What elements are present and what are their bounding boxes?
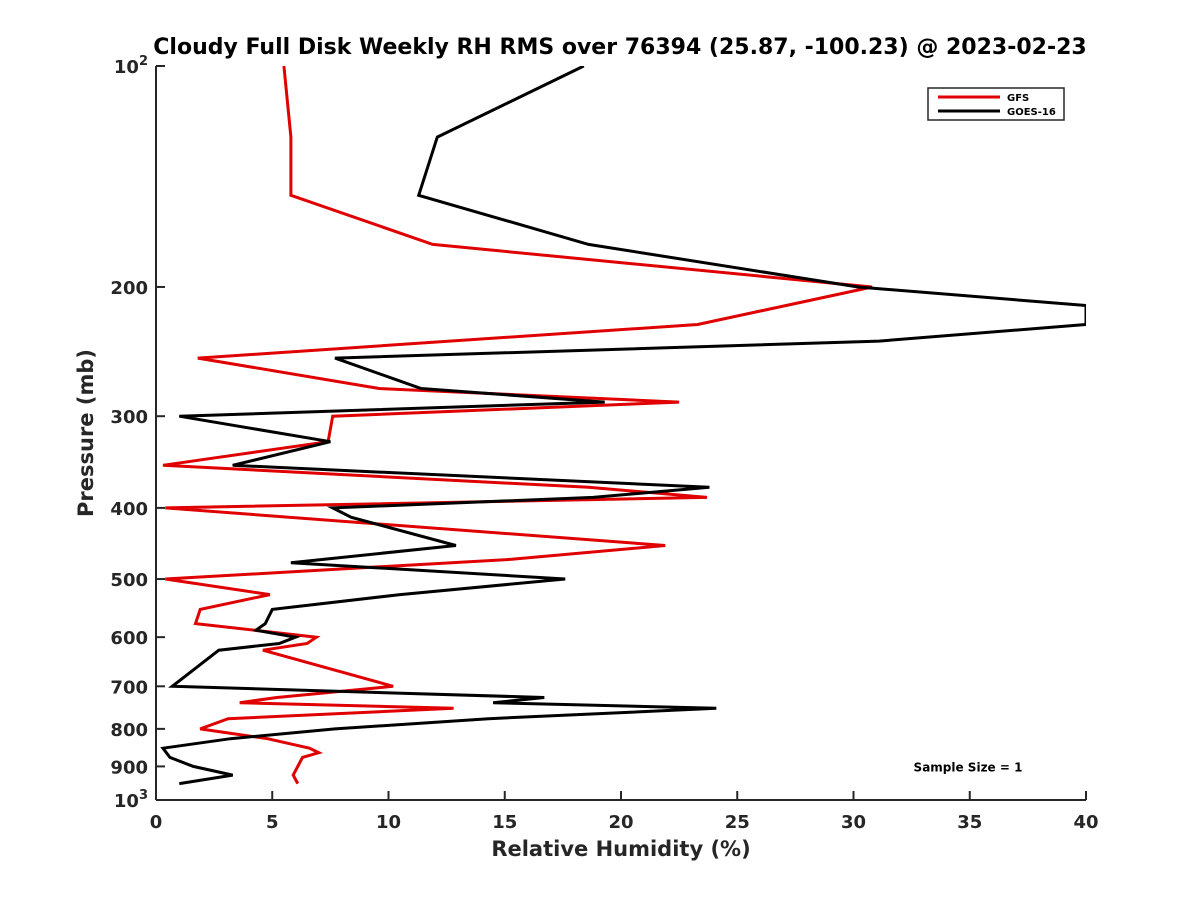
y-tick-label: 300 — [110, 407, 148, 428]
y-tick-exponent: 3 — [139, 788, 148, 803]
y-tick-label: 600 — [110, 628, 148, 649]
y-tick-label: 102 — [114, 54, 148, 78]
series-line-gfs — [162, 66, 873, 785]
series-line-goes-16 — [160, 66, 1086, 786]
chart-title: Cloudy Full Disk Weekly RH RMS over 7639… — [153, 35, 1086, 60]
sample-size-annotation: Sample Size = 1 — [914, 760, 1023, 774]
legend: GFS GOES-16 — [927, 87, 1065, 121]
y-tick-label: 500 — [110, 570, 148, 591]
y-tick-label: 900 — [110, 757, 148, 778]
y-tick-label: 200 — [110, 278, 148, 299]
y-tick-base: 10 — [114, 57, 139, 78]
legend-entry-label: GFS — [1007, 93, 1029, 104]
y-tick-label: 400 — [110, 499, 148, 520]
y-tick-label: 103 — [114, 788, 148, 812]
legend-entry-label: GOES-16 — [1007, 107, 1056, 118]
x-tick-label: 35 — [957, 812, 982, 833]
x-tick-label: 10 — [376, 812, 401, 833]
x-axis-label: Relative Humidity (%) — [491, 837, 750, 861]
x-tick-label: 30 — [841, 812, 866, 833]
x-tick-label: 40 — [1073, 812, 1098, 833]
x-axis-ticks: 0 5 10 15 20 25 30 35 40 — [150, 791, 1099, 833]
x-tick-label: 0 — [150, 812, 163, 833]
y-tick-label: 700 — [110, 677, 148, 698]
x-tick-label: 15 — [492, 812, 517, 833]
y-axis-label: Pressure (mb) — [74, 349, 98, 517]
x-tick-label: 25 — [725, 812, 750, 833]
legend-box — [927, 87, 1065, 121]
series-group — [160, 66, 1086, 786]
y-tick-label: 800 — [110, 720, 148, 741]
y-tick-base: 10 — [114, 791, 139, 812]
y-tick-exponent: 2 — [139, 54, 148, 69]
x-tick-label: 5 — [266, 812, 279, 833]
x-tick-label: 20 — [608, 812, 633, 833]
